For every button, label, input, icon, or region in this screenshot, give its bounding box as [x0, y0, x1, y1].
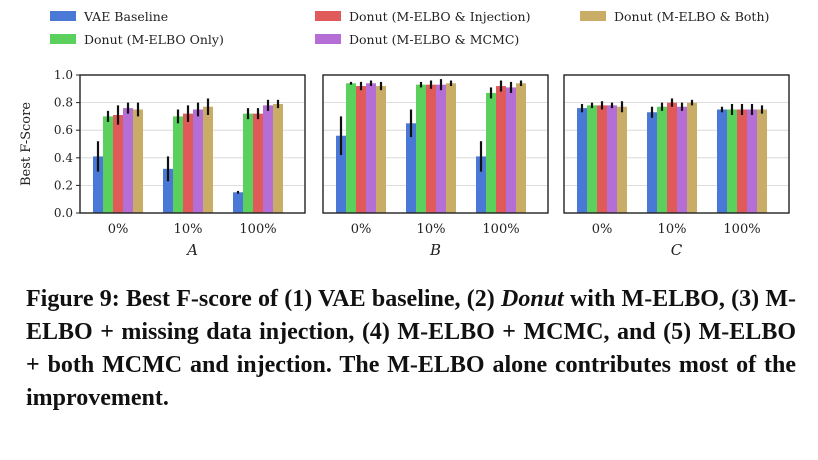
- caption-text-start: Figure 9: Best F-score of (1) VAE baseli…: [26, 286, 502, 312]
- x-tick-label: 0%: [108, 222, 129, 237]
- bar: [657, 106, 667, 213]
- bar: [617, 106, 627, 213]
- caption-emphasis: Donut: [501, 286, 564, 312]
- x-tick-label: 0%: [592, 222, 613, 237]
- bar: [597, 105, 607, 213]
- bar: [436, 84, 446, 213]
- bar: [346, 83, 356, 213]
- bar: [747, 109, 757, 213]
- chart-panel: 0% 10% 100% C: [563, 74, 790, 259]
- bar: [486, 92, 496, 213]
- y-tick-label: 0.8: [54, 96, 73, 110]
- bar: [677, 106, 687, 213]
- x-tick-label: 10%: [174, 222, 203, 237]
- bar: [103, 116, 113, 213]
- bar: [496, 86, 506, 213]
- bar: [203, 106, 213, 213]
- bar: [163, 168, 173, 213]
- bar: [273, 103, 283, 213]
- y-tick-label: 0.4: [54, 151, 73, 165]
- panel-frame: [79, 74, 306, 214]
- bar: [193, 109, 203, 213]
- bar: [737, 109, 747, 213]
- bar: [426, 84, 436, 213]
- caption-text-end: with M-ELBO, (3) M-ELBO + missing data i…: [26, 286, 796, 411]
- y-tick-label: 0.6: [54, 123, 73, 137]
- bar: [406, 123, 416, 213]
- x-tick-label: 100%: [239, 222, 276, 237]
- legend-swatch: [315, 34, 341, 44]
- bar: [757, 109, 767, 213]
- x-tick-label: 100%: [482, 222, 519, 237]
- x-tick-label: 0%: [351, 222, 372, 237]
- bar: [516, 83, 526, 213]
- bar: [263, 105, 273, 213]
- bar: [113, 115, 123, 213]
- bar: [667, 102, 677, 213]
- legend-label: Donut (M-ELBO & Injection): [349, 9, 530, 24]
- panel-frame: [322, 74, 549, 214]
- y-axis-label: Best F-Score: [19, 102, 34, 186]
- legend-label: Donut (M-ELBO & MCMC): [349, 32, 519, 47]
- bar: [647, 112, 657, 213]
- y-tick-label: 0.2: [54, 178, 73, 192]
- bar: [727, 109, 737, 213]
- x-axis-label: A: [185, 241, 198, 259]
- chart-panels: 0% 10% 100% A 0.0 0.2 0.4 0.6 0.8 1.0 Best F-Score…: [19, 68, 790, 259]
- y-tick-label: 1.0: [54, 68, 73, 82]
- bar: [356, 86, 366, 213]
- chart-panel: 0% 10% 100% B: [322, 74, 549, 259]
- legend-swatch: [50, 34, 76, 44]
- legend-swatch: [315, 11, 341, 21]
- legend-label: Donut (M-ELBO Only): [84, 32, 224, 47]
- bar: [183, 113, 193, 213]
- bar: [173, 116, 183, 213]
- bar: [687, 102, 697, 213]
- bar: [336, 135, 346, 213]
- x-tick-label: 10%: [417, 222, 446, 237]
- bar: [376, 86, 386, 213]
- bar: [446, 83, 456, 213]
- bar: [717, 109, 727, 213]
- panel-frame: [563, 74, 790, 214]
- bar: [93, 156, 103, 213]
- bar: [476, 156, 486, 213]
- x-axis-label: C: [671, 241, 683, 259]
- chart-legend: VAE Baseline Donut (M-ELBO & Injection) Do…: [50, 9, 769, 47]
- y-tick-label: 0.0: [54, 206, 73, 220]
- bar: [607, 105, 617, 213]
- figure-caption: Figure 9: Best F-score of (1) VAE baseli…: [26, 283, 796, 415]
- legend-swatch: [580, 11, 606, 21]
- legend-label: Donut (M-ELBO & Both): [614, 9, 769, 24]
- bar: [253, 113, 263, 213]
- bar: [233, 192, 243, 213]
- x-tick-label: 10%: [658, 222, 687, 237]
- bar: [416, 84, 426, 213]
- x-axis-label: B: [429, 241, 441, 259]
- legend-swatch: [50, 11, 76, 21]
- bar: [366, 83, 376, 213]
- bar: [587, 105, 597, 213]
- figure-chart: VAE Baseline Donut (M-ELBO & Injection) Do…: [19, 9, 790, 259]
- chart-panel: 0% 10% 100% A 0.0 0.2 0.4 0.6 0.8 1.0 Best F-Score: [19, 68, 306, 259]
- bar: [133, 109, 143, 213]
- bar: [123, 108, 133, 213]
- x-tick-label: 100%: [723, 222, 760, 237]
- bar: [577, 108, 587, 213]
- bar: [506, 87, 516, 213]
- bar: [243, 113, 253, 213]
- legend-label: VAE Baseline: [83, 9, 168, 24]
